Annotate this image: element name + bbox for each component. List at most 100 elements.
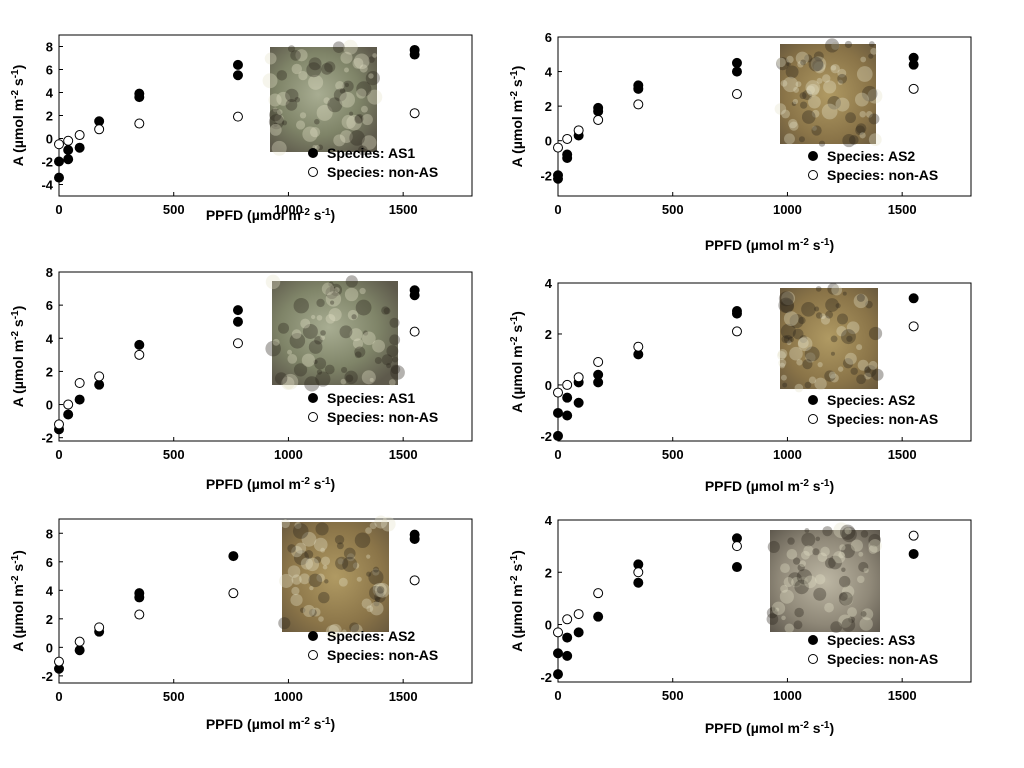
data-point-open (409, 575, 420, 586)
y-tick-label: 6 (46, 555, 53, 570)
y-tick-label: 0 (545, 134, 552, 149)
data-point-open (562, 379, 573, 390)
data-point-filled (553, 669, 563, 680)
plot-frame (557, 282, 972, 442)
y-axis-label: A (µmol m-2 s-1) (10, 65, 27, 167)
plot-frame (58, 518, 473, 684)
x-tick-label: 1000 (773, 202, 802, 217)
data-point-filled (553, 430, 563, 441)
data-point-open (908, 83, 919, 94)
x-tick-label: 1500 (389, 689, 418, 704)
legend-marker-open (308, 650, 318, 660)
data-point-open (94, 124, 105, 135)
plot-frame (557, 36, 972, 197)
data-point-open (633, 341, 644, 352)
data-point-filled (731, 306, 742, 317)
data-point-filled (74, 142, 85, 153)
y-tick-label: 4 (46, 583, 54, 598)
y-tick-label: 2 (545, 327, 552, 342)
data-point-filled (573, 397, 584, 408)
x-tick-label: 0 (554, 447, 561, 462)
data-point-open (54, 419, 64, 430)
x-tick-label: 1000 (274, 689, 303, 704)
data-point-filled (409, 529, 420, 540)
x-axis-label: PPFD (µmol m-2 s-1) (206, 207, 335, 224)
y-tick-label: 4 (545, 65, 553, 80)
lichen-photo (262, 39, 383, 156)
x-tick-label: 1000 (773, 688, 802, 703)
data-point-filled (562, 149, 573, 160)
x-tick-label: 500 (163, 689, 185, 704)
y-tick-label: 0 (46, 398, 53, 413)
x-tick-label: 500 (163, 447, 185, 462)
data-point-open (731, 89, 742, 100)
data-point-filled (94, 379, 105, 390)
data-point-open (731, 541, 742, 552)
x-tick-label: 0 (55, 689, 62, 704)
data-point-filled (593, 369, 604, 380)
y-tick-label: 4 (46, 331, 54, 346)
y-tick-label: -2 (540, 168, 552, 183)
data-point-filled (409, 44, 420, 55)
data-point-open (731, 326, 742, 337)
data-point-open (573, 609, 584, 620)
y-tick-label: 6 (46, 63, 53, 78)
legend-marker-filled (308, 148, 318, 158)
legend-marker-filled (808, 151, 818, 161)
legend-entry: Species: AS3 (827, 632, 915, 648)
data-point-open (74, 130, 85, 141)
data-point-open (633, 99, 644, 110)
legend-entry: Species: non-AS (327, 164, 438, 180)
data-point-filled (633, 577, 644, 588)
legend-entry: Species: non-AS (827, 167, 938, 183)
data-point-filled (63, 409, 74, 420)
x-axis-label: PPFD (µmol m-2 s-1) (705, 478, 834, 495)
data-point-open (409, 108, 420, 119)
data-point-filled (553, 170, 563, 181)
data-point-filled (553, 648, 563, 659)
y-tick-label: 6 (545, 30, 552, 45)
y-tick-label: 8 (46, 265, 53, 280)
data-point-open (633, 567, 644, 578)
y-tick-label: 4 (545, 276, 553, 291)
data-point-filled (134, 88, 145, 99)
legend-marker-open (808, 654, 818, 664)
lichen-photo (278, 515, 396, 639)
y-tick-label: -2 (41, 431, 53, 446)
lichen-photo (774, 38, 883, 148)
legend-marker-filled (808, 635, 818, 645)
y-tick-label: 4 (545, 513, 553, 528)
data-point-open (134, 118, 145, 129)
y-tick-label: 8 (46, 40, 53, 55)
lichen-photo (777, 283, 884, 393)
y-tick-label: 2 (46, 109, 53, 124)
data-point-filled (63, 154, 74, 165)
data-point-open (232, 111, 243, 122)
legend-marker-filled (308, 631, 318, 641)
data-point-filled (409, 285, 420, 296)
x-tick-label: 1000 (274, 202, 303, 217)
legend-marker-open (308, 412, 318, 422)
data-point-open (553, 387, 563, 398)
data-point-filled (731, 57, 742, 68)
data-point-open (593, 588, 604, 599)
data-point-open (54, 656, 64, 667)
data-point-open (908, 530, 919, 541)
legend-entry: Species: non-AS (327, 409, 438, 425)
data-point-filled (228, 551, 239, 562)
data-point-open (134, 349, 145, 360)
data-point-filled (562, 410, 573, 421)
data-point-filled (134, 339, 145, 350)
x-tick-label: 0 (55, 447, 62, 462)
x-tick-label: 1000 (773, 447, 802, 462)
y-tick-label: 2 (46, 612, 53, 627)
x-axis-label: PPFD (µmol m-2 s-1) (206, 476, 335, 493)
data-point-open (593, 114, 604, 125)
y-tick-label: 0 (545, 618, 552, 633)
data-point-filled (562, 650, 573, 661)
x-tick-label: 0 (554, 688, 561, 703)
x-tick-label: 0 (55, 202, 62, 217)
panel-2: 0 500 1000 1500 -2 0 2 4 6 PPFD (µmol m-2 s-1) A (… (509, 30, 972, 253)
y-tick-label: 0 (46, 132, 53, 147)
